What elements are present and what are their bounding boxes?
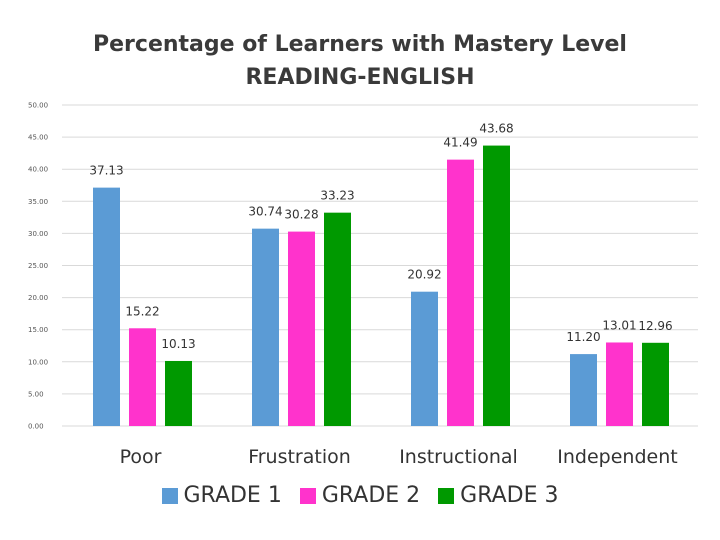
legend-swatch (299, 487, 316, 504)
bar-poor-grade-2 (129, 328, 156, 426)
data-label: 13.01 (602, 318, 636, 332)
bar-independent-grade-3 (642, 342, 669, 426)
y-tick-label: 10.00 (28, 358, 48, 366)
data-label: 30.28 (284, 208, 318, 222)
y-tick-label: 50.00 (28, 102, 48, 110)
data-label: 33.23 (320, 189, 354, 203)
bar-frustration-grade-3 (324, 212, 351, 426)
bars (93, 145, 669, 426)
legend-item: GRADE 1 (161, 483, 282, 508)
data-label: 37.13 (89, 164, 123, 178)
bar-instructional-grade-3 (483, 145, 510, 426)
data-label: 10.13 (161, 337, 195, 351)
bar-chart: 0.00 5.00 10.00 15.00 20.00 25.00 30.00 35.00 40… (28, 102, 698, 468)
gridlines (62, 104, 698, 427)
chart-title-line1: Percentage of Learners with Mastery Leve… (93, 32, 627, 57)
bar-instructional-grade-2 (447, 159, 474, 426)
category-label-instructional: Instructional (399, 446, 518, 468)
data-label: 20.92 (407, 268, 441, 282)
bar-frustration-grade-2 (288, 231, 315, 426)
category-labels: Poor Frustration Instructional Independent (120, 446, 678, 468)
y-tick-label: 40.00 (28, 166, 48, 174)
y-tick-label: 30.00 (28, 230, 48, 238)
y-tick-label: 35.00 (28, 198, 48, 206)
bar-frustration-grade-1 (252, 228, 279, 426)
data-label: 41.49 (443, 136, 477, 150)
data-label: 15.22 (125, 304, 159, 318)
bar-independent-grade-2 (606, 342, 633, 426)
bar-instructional-grade-1 (411, 291, 438, 426)
bar-independent-grade-1 (570, 354, 597, 426)
data-label: 12.96 (638, 319, 672, 333)
legend-label: GRADE 3 (460, 483, 559, 508)
legend-item: GRADE 3 (438, 483, 558, 508)
bar-poor-grade-1 (93, 187, 120, 426)
y-tick-label: 0.00 (28, 423, 44, 431)
legend-label: GRADE 1 (183, 483, 282, 508)
data-label: 43.68 (479, 122, 513, 136)
y-tick-label: 5.00 (28, 390, 44, 398)
bar-poor-grade-3 (165, 360, 192, 426)
chart-title: Percentage of Learners with Mastery Leve… (0, 28, 720, 94)
category-label-frustration: Frustration (248, 446, 351, 468)
data-label: 11.20 (566, 330, 600, 344)
category-label-poor: Poor (120, 446, 162, 468)
legend-swatch (438, 487, 455, 504)
legend-label: GRADE 2 (321, 483, 421, 508)
legend-swatch (161, 487, 178, 504)
y-tick-label: 25.00 (28, 262, 48, 270)
y-tick-label: 20.00 (28, 294, 48, 302)
legend-item: GRADE 2 (299, 483, 421, 508)
data-label: 30.74 (248, 205, 282, 219)
y-tick-label: 15.00 (28, 326, 48, 334)
chart-subtitle: READING-ENGLISH (245, 65, 475, 90)
y-axis-ticks: 0.00 5.00 10.00 15.00 20.00 25.00 30.00 35.00 40… (28, 102, 48, 431)
y-tick-label: 45.00 (28, 134, 48, 142)
legend: GRADE 1 GRADE 2 GRADE 3 (0, 483, 720, 508)
category-label-independent: Independent (557, 446, 677, 468)
